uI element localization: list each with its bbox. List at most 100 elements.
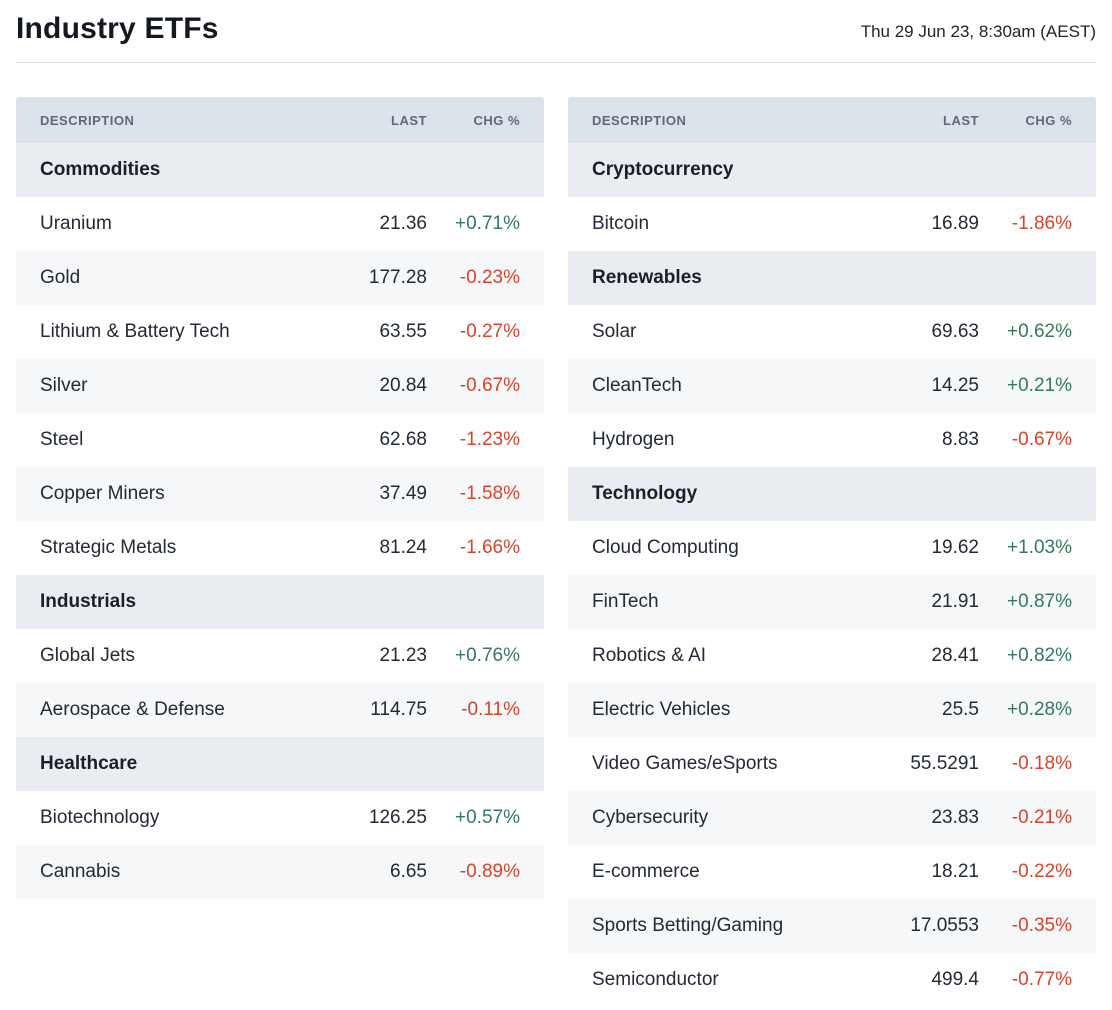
section-row: Technology <box>568 467 1096 521</box>
etf-description: Uranium <box>40 213 112 234</box>
etf-last: 177.28 <box>368 267 427 288</box>
column-header-description: DESCRIPTION <box>40 112 135 128</box>
etf-description: Lithium & Battery Tech <box>40 321 230 342</box>
etf-last: 18.21 <box>931 861 979 882</box>
etf-last: 69.63 <box>931 321 979 342</box>
etf-row: Lithium & Battery Tech 63.55 -0.27% <box>16 305 544 359</box>
etf-description: Video Games/eSports <box>592 753 778 774</box>
section-row: Industrials <box>16 575 544 629</box>
section-title: Industrials <box>40 591 137 612</box>
page-header: Industry ETFs Thu 29 Jun 23, 8:30am (AES… <box>16 12 1096 46</box>
column-header-last: LAST <box>391 112 427 128</box>
etf-description: Steel <box>40 429 84 450</box>
etf-chg: -0.89% <box>459 861 520 882</box>
etf-last: 37.49 <box>379 483 427 504</box>
etf-chg: -0.22% <box>1011 861 1072 882</box>
etf-last: 28.41 <box>931 645 979 666</box>
etf-chg: -0.67% <box>459 375 520 396</box>
etf-last: 21.91 <box>931 591 979 612</box>
etf-last: 17.0553 <box>910 915 979 936</box>
section-row: Healthcare <box>16 737 544 791</box>
etf-row: Copper Miners 37.49 -1.58% <box>16 467 544 521</box>
etf-description: Semiconductor <box>592 969 719 990</box>
etf-table-left: DESCRIPTION LAST CHG % Commodities Uranium 21… <box>16 97 544 1007</box>
etf-description: Sports Betting/Gaming <box>592 915 784 936</box>
column-header-last: LAST <box>943 112 979 128</box>
etf-description: Solar <box>592 321 637 342</box>
etf-chg: -0.21% <box>1011 807 1072 828</box>
etf-row: CleanTech 14.25 +0.21% <box>568 359 1096 413</box>
etf-description: Robotics & AI <box>592 645 707 666</box>
etf-chg: -0.77% <box>1011 969 1072 990</box>
section-title: Healthcare <box>40 753 138 774</box>
page-title: Industry ETFs <box>16 12 219 45</box>
etf-last: 14.25 <box>931 375 979 396</box>
etf-last: 81.24 <box>379 537 427 558</box>
timestamp: Thu 29 Jun 23, 8:30am (AEST) <box>860 22 1096 41</box>
etf-last: 20.84 <box>379 375 427 396</box>
column-header-chg: CHG % <box>473 112 520 128</box>
etf-tables: DESCRIPTION LAST CHG % Commodities Uranium 21… <box>16 97 1096 1007</box>
etf-chg: -1.58% <box>459 483 520 504</box>
etf-row: Semiconductor 499.4 -0.77% <box>568 953 1096 1007</box>
etf-chg: -0.11% <box>461 699 520 720</box>
column-header-description: DESCRIPTION <box>592 112 687 128</box>
etf-chg: -1.66% <box>459 537 520 558</box>
etf-row: Robotics & AI 28.41 +0.82% <box>568 629 1096 683</box>
etf-row: Bitcoin 16.89 -1.86% <box>568 197 1096 251</box>
etf-last: 16.89 <box>931 213 979 234</box>
etf-last: 21.23 <box>379 645 427 666</box>
etf-last: 25.5 <box>942 699 979 720</box>
etf-chg: -0.67% <box>1011 429 1072 450</box>
etf-description: Strategic Metals <box>40 537 177 558</box>
etf-last: 63.55 <box>379 321 427 342</box>
etf-description: CleanTech <box>592 375 682 396</box>
etf-chg: -0.23% <box>459 267 520 288</box>
etf-chg: +0.28% <box>1007 699 1072 720</box>
column-header-row: DESCRIPTION LAST CHG % <box>16 97 544 143</box>
etf-description: Hydrogen <box>592 429 675 450</box>
etf-row: Silver 20.84 -0.67% <box>16 359 544 413</box>
etf-chg: +0.57% <box>455 807 520 828</box>
etf-chg: -0.35% <box>1011 915 1072 936</box>
column-header-chg: CHG % <box>1025 112 1072 128</box>
etf-chg: -1.86% <box>1011 213 1072 234</box>
column-header-row: DESCRIPTION LAST CHG % <box>568 97 1096 143</box>
section-title: Cryptocurrency <box>592 159 734 180</box>
section-title: Commodities <box>40 159 161 180</box>
etf-last: 6.65 <box>390 861 427 882</box>
etf-row: Cybersecurity 23.83 -0.21% <box>568 791 1096 845</box>
etf-description: Biotechnology <box>40 807 160 828</box>
etf-description: Silver <box>40 375 88 396</box>
etf-chg: +0.71% <box>455 213 520 234</box>
etf-row: Sports Betting/Gaming 17.0553 -0.35% <box>568 899 1096 953</box>
section-row: Renewables <box>568 251 1096 305</box>
etf-description: Copper Miners <box>40 483 165 504</box>
etf-last: 114.75 <box>370 699 427 720</box>
etf-row: Biotechnology 126.25 +0.57% <box>16 791 544 845</box>
etf-last: 19.62 <box>931 537 979 558</box>
etf-row: Global Jets 21.23 +0.76% <box>16 629 544 683</box>
etf-description: Cybersecurity <box>592 807 709 828</box>
etf-row: Aerospace & Defense 114.75 -0.11% <box>16 683 544 737</box>
etf-description: Cloud Computing <box>592 537 739 558</box>
etf-chg: -0.27% <box>459 321 520 342</box>
etf-description: FinTech <box>592 591 659 612</box>
etf-row: Hydrogen 8.83 -0.67% <box>568 413 1096 467</box>
header-divider <box>16 62 1096 63</box>
etf-last: 55.5291 <box>910 753 979 774</box>
etf-last: 21.36 <box>379 213 427 234</box>
etf-chg: +0.21% <box>1007 375 1072 396</box>
etf-last: 499.4 <box>931 969 979 990</box>
etf-row: Cloud Computing 19.62 +1.03% <box>568 521 1096 575</box>
etf-last: 126.25 <box>368 807 427 828</box>
etf-row: Solar 69.63 +0.62% <box>568 305 1096 359</box>
section-title: Technology <box>592 483 698 504</box>
etf-row: E-commerce 18.21 -0.22% <box>568 845 1096 899</box>
etf-row: Gold 177.28 -0.23% <box>16 251 544 305</box>
etf-description: Gold <box>40 267 81 288</box>
etf-description: Bitcoin <box>592 213 650 234</box>
etf-row: FinTech 21.91 +0.87% <box>568 575 1096 629</box>
etf-description: Electric Vehicles <box>592 699 731 720</box>
